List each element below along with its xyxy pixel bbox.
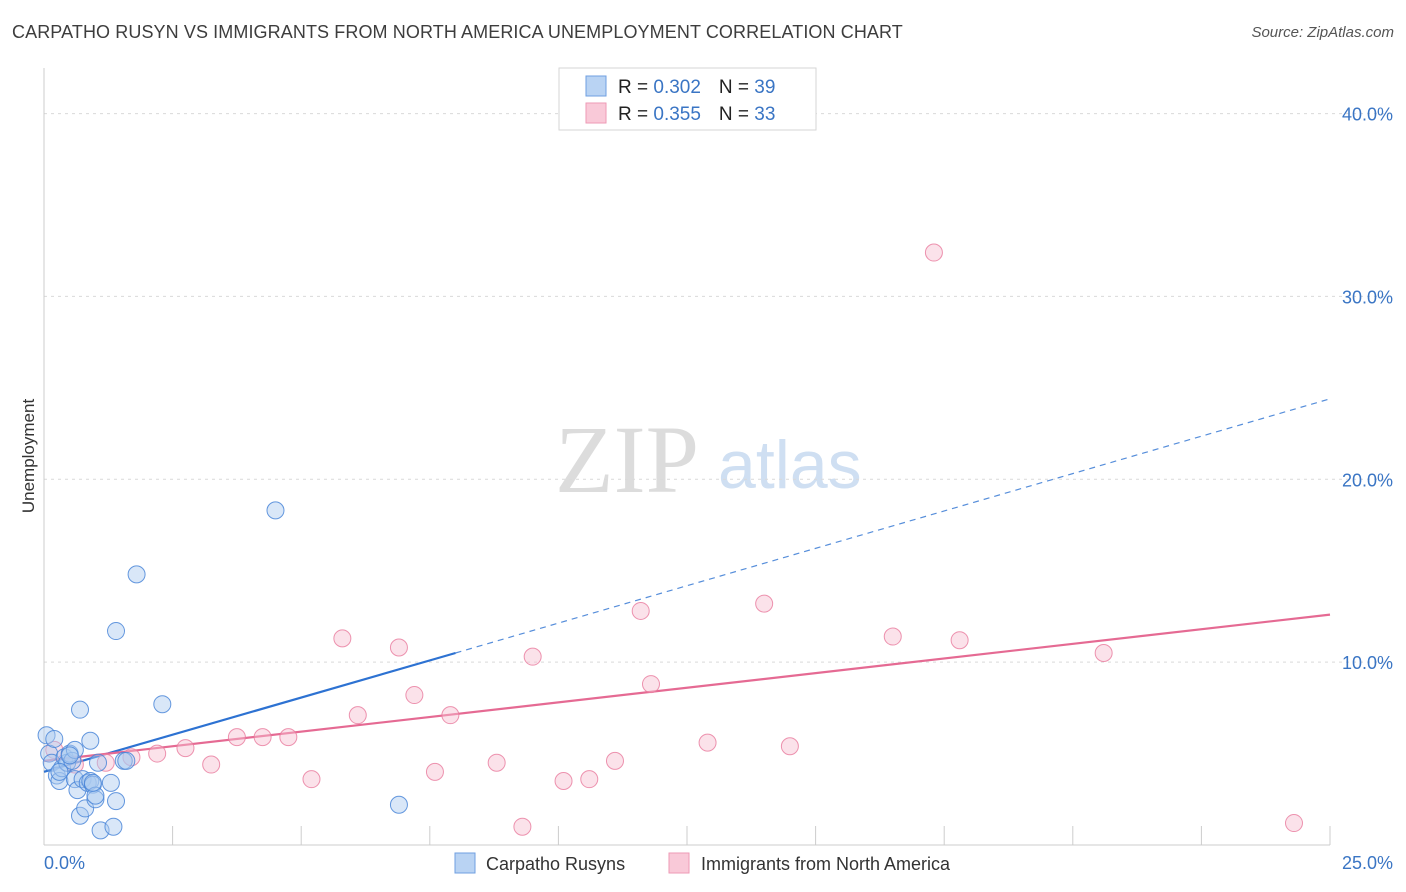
point-immigrants-25 <box>698 733 717 752</box>
point-carpatho-32 <box>127 565 146 584</box>
point-immigrants-2 <box>96 753 115 772</box>
point-carpatho-34 <box>266 501 285 520</box>
bottom-legend-label-pink: Immigrants from North America <box>701 854 951 874</box>
legend-n-value-2: 33 <box>754 104 775 125</box>
bottom-legend-swatch-pink <box>668 852 690 874</box>
point-immigrants-14 <box>405 686 424 705</box>
point-carpatho-17 <box>76 799 95 818</box>
point-immigrants-6 <box>202 755 221 774</box>
point-immigrants-13 <box>389 638 408 657</box>
point-immigrants-24 <box>641 675 660 694</box>
chart-title: CARPATHO RUSYN VS IMMIGRANTS FROM NORTH … <box>12 22 903 42</box>
point-immigrants-27 <box>780 737 799 756</box>
point-immigrants-29 <box>924 243 943 262</box>
point-immigrants-5 <box>176 739 195 758</box>
trend-line-carpatho-dashed <box>455 398 1331 654</box>
point-immigrants-20 <box>554 772 573 790</box>
point-carpatho-35 <box>389 795 408 814</box>
point-immigrants-8 <box>253 728 272 747</box>
point-carpatho-26 <box>101 773 120 792</box>
point-carpatho-16 <box>73 770 92 789</box>
point-immigrants-18 <box>513 817 532 836</box>
y-axis-label: Unemployment <box>19 399 38 514</box>
point-immigrants-7 <box>227 728 246 747</box>
point-immigrants-23 <box>631 601 650 620</box>
point-carpatho-36 <box>50 762 69 781</box>
y-tick-label-1: 20.0% <box>1342 470 1393 490</box>
point-carpatho-20 <box>81 731 100 750</box>
x-ticks <box>172 826 1331 845</box>
y-tick-label-3: 40.0% <box>1342 105 1393 125</box>
bottom-legend-label-blue: Carpatho Rusyns <box>486 854 625 874</box>
point-carpatho-12 <box>65 740 84 759</box>
series-immigrants-points <box>45 243 1303 836</box>
series-carpatho-points <box>37 501 408 840</box>
point-immigrants-26 <box>755 594 774 613</box>
point-carpatho-38 <box>83 773 102 792</box>
bottom-legend: Carpatho Rusyns Immigrants from North Am… <box>454 852 951 874</box>
bottom-legend-swatch-blue <box>454 852 476 874</box>
y-tick-labels: 10.0% 20.0% 30.0% 40.0% <box>1342 105 1393 674</box>
trend-lines <box>43 398 1331 773</box>
source-credit: Source: ZipAtlas.com <box>1251 24 1394 41</box>
point-immigrants-10 <box>302 770 321 789</box>
legend-r-label-2: R = <box>618 104 653 125</box>
point-carpatho-15 <box>71 700 90 719</box>
point-carpatho-29 <box>107 622 126 641</box>
x-tick-label-0: 0.0% <box>44 853 85 873</box>
point-carpatho-27 <box>104 817 123 836</box>
x-tick-label-1: 25.0% <box>1342 853 1393 873</box>
legend-swatch-pink <box>585 102 607 124</box>
watermark-atlas: atlas <box>718 427 862 503</box>
point-immigrants-16 <box>441 706 460 725</box>
point-carpatho-33 <box>153 695 172 714</box>
legend-r-value-1: 0.302 <box>653 77 701 98</box>
point-carpatho-28 <box>107 792 126 811</box>
point-immigrants-32 <box>1284 814 1303 833</box>
trend-line-immigrants <box>43 613 1331 762</box>
point-immigrants-15 <box>425 762 444 781</box>
point-immigrants-28 <box>883 627 902 646</box>
point-immigrants-22 <box>605 751 624 770</box>
point-immigrants-30 <box>950 631 969 650</box>
watermark-zip: ZIP <box>555 406 699 513</box>
point-immigrants-12 <box>348 706 367 725</box>
y-tick-label-2: 30.0% <box>1342 287 1393 307</box>
watermark: ZIP atlas <box>555 406 862 513</box>
legend-swatch-blue <box>585 75 607 97</box>
point-immigrants-11 <box>333 629 352 648</box>
top-legend: R = 0.302 N = 39 R = 0.355 N = 33 <box>558 67 817 131</box>
legend-row-1: R = 0.302 N = 39 <box>618 77 775 98</box>
legend-n-label-2: N = <box>719 104 754 125</box>
point-immigrants-19 <box>523 647 542 666</box>
point-carpatho-3 <box>45 729 64 748</box>
legend-n-label-1: N = <box>719 77 754 98</box>
point-carpatho-37 <box>60 746 79 765</box>
gridlines <box>44 113 1392 663</box>
point-immigrants-31 <box>1094 644 1113 662</box>
legend-r-label-1: R = <box>618 77 653 98</box>
point-immigrants-17 <box>487 753 506 772</box>
point-immigrants-9 <box>279 728 298 747</box>
y-tick-label-0: 10.0% <box>1342 653 1393 673</box>
point-immigrants-4 <box>148 744 167 763</box>
legend-r-value-2: 0.355 <box>653 104 701 125</box>
x-tick-labels: 0.0% 25.0% <box>44 853 1393 873</box>
legend-n-value-1: 39 <box>754 77 775 98</box>
point-carpatho-24 <box>89 753 108 772</box>
point-carpatho-31 <box>117 751 136 770</box>
point-immigrants-21 <box>580 770 599 789</box>
legend-row-2: R = 0.355 N = 33 <box>618 104 775 125</box>
